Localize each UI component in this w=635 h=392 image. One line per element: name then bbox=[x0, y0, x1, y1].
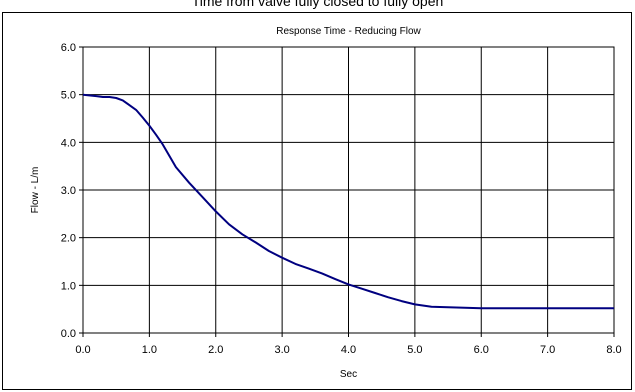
x-tick-label: 0.0 bbox=[75, 344, 90, 356]
grid-lines bbox=[79, 46, 615, 337]
x-tick-label: 8.0 bbox=[606, 344, 621, 356]
y-tick-label: 4.0 bbox=[61, 137, 76, 149]
x-tick-label: 1.0 bbox=[142, 344, 157, 356]
series-layer bbox=[82, 93, 614, 310]
x-tick-label: 5.0 bbox=[407, 344, 422, 356]
x-axis-title: Sec bbox=[340, 369, 357, 380]
chart-caption: Time from valve fully closed to fully op… bbox=[191, 0, 444, 9]
y-tick-label: 2.0 bbox=[61, 233, 76, 245]
tick-labels: 0.0 1.0 2.0 3.0 4.0 5.0 6.0 7.0 8.0 0.0 1.0 2.0 3.0 4… bbox=[61, 42, 622, 356]
y-tick-label: 5.0 bbox=[61, 90, 76, 102]
y-tick-label: 3.0 bbox=[61, 185, 76, 197]
chart-frame bbox=[2, 12, 632, 390]
y-tick-label: 6.0 bbox=[61, 42, 76, 54]
x-tick-label: 2.0 bbox=[208, 344, 223, 356]
chart-title: Response Time - Reducing Flow bbox=[276, 26, 421, 37]
x-tick-label: 6.0 bbox=[474, 344, 489, 356]
y-tick-label: 1.0 bbox=[61, 280, 76, 292]
y-tick-label: 0.0 bbox=[61, 328, 76, 340]
series-line-0 bbox=[82, 93, 614, 310]
x-tick-label: 7.0 bbox=[540, 344, 555, 356]
x-tick-label: 4.0 bbox=[341, 344, 356, 356]
y-axis-title: Flow - L/m bbox=[30, 167, 41, 214]
plot-area-border bbox=[82, 46, 615, 334]
x-tick-label: 3.0 bbox=[274, 344, 289, 356]
